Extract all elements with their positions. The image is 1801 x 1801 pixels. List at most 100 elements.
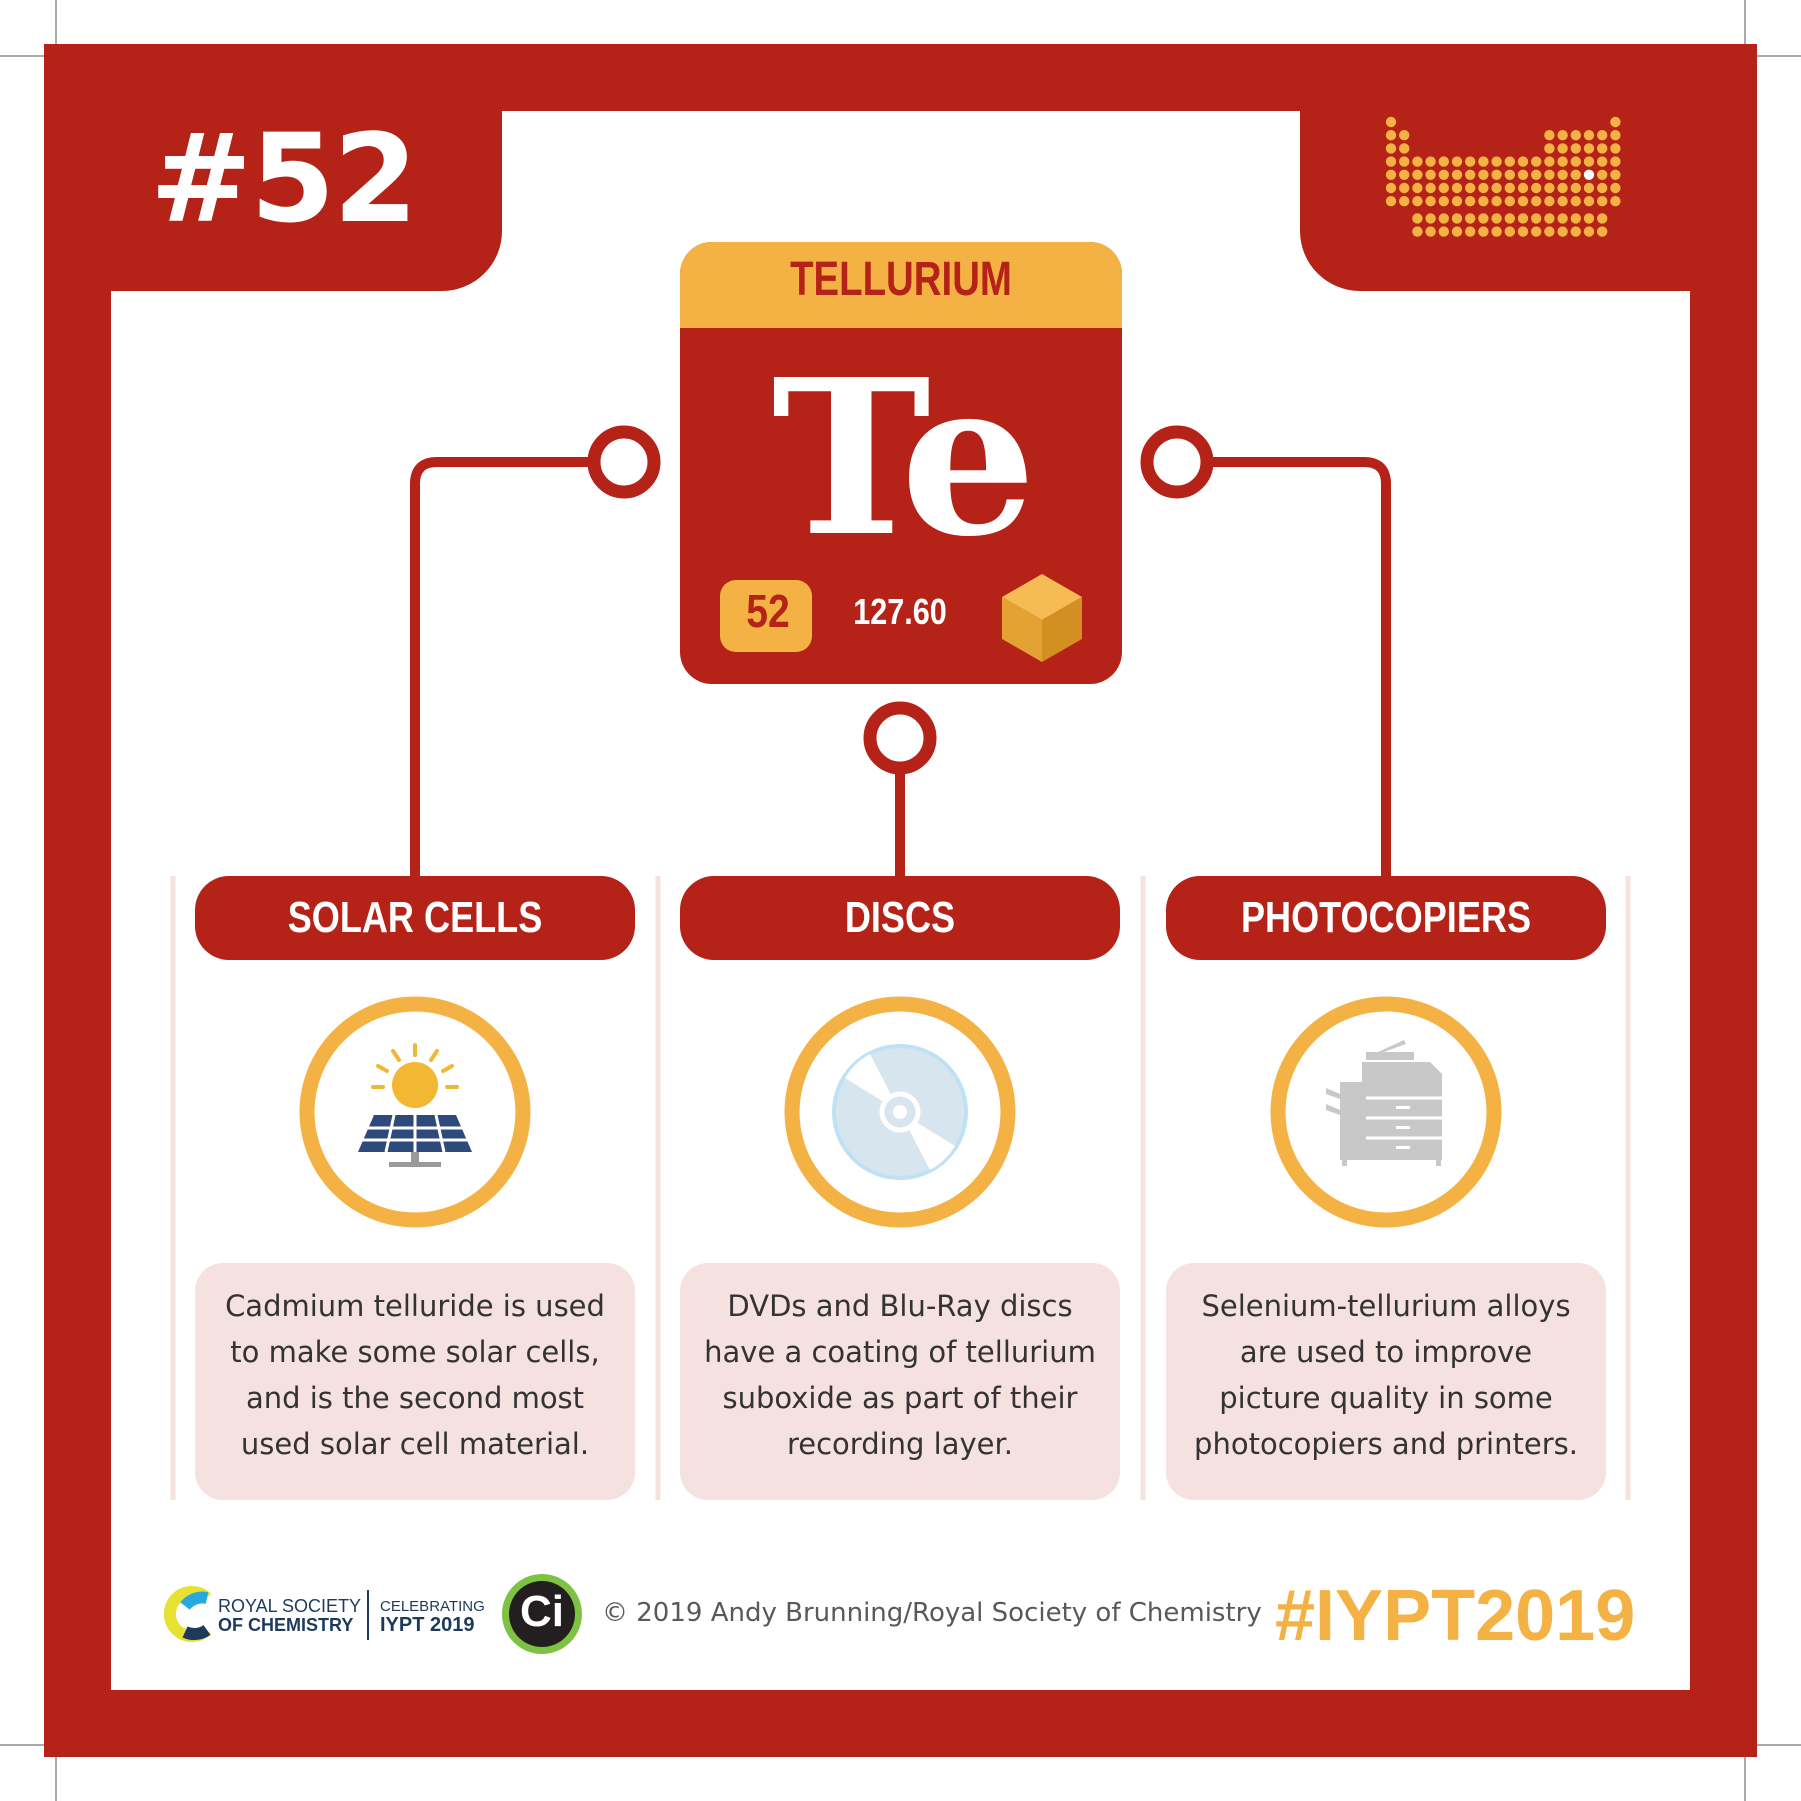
- periodic-table-dot: [1385, 169, 1397, 180]
- periodic-table-dot: [1517, 196, 1529, 207]
- periodic-table-dot: [1610, 116, 1621, 128]
- disc-icon: [832, 1044, 968, 1180]
- periodic-table-dot: [1544, 196, 1555, 207]
- periodic-table-dot: [1583, 182, 1595, 194]
- periodic-table-dot: [1557, 143, 1568, 154]
- periodic-table-dot: [1583, 196, 1595, 207]
- periodic-table-dot: [1517, 169, 1529, 180]
- periodic-table-dot: [1557, 226, 1568, 237]
- periodic-table-dot: [1583, 143, 1595, 154]
- celebrating-line1: CELEBRATING: [380, 1598, 485, 1615]
- solar-panel-icon: [358, 1043, 472, 1167]
- description-line: are used to improve: [1239, 1335, 1533, 1369]
- periodic-table-dot: [1504, 226, 1516, 237]
- periodic-table-dot: [1478, 213, 1489, 224]
- periodic-table-dot: [1610, 196, 1621, 207]
- periodic-table-dot: [1531, 213, 1542, 224]
- periodic-table-dot: [1610, 143, 1621, 154]
- periodic-table-dot: [1504, 213, 1516, 224]
- use-title-text: SOLAR CELLS: [287, 893, 543, 942]
- periodic-table-dot: [1478, 169, 1489, 180]
- periodic-table-dot: [1517, 182, 1529, 194]
- periodic-table-dot: [1465, 196, 1476, 207]
- periodic-table-dot: [1425, 213, 1436, 224]
- periodic-table-dot: [1385, 156, 1397, 167]
- periodic-table-dot: [1412, 156, 1423, 167]
- periodic-table-dot: [1465, 169, 1476, 180]
- periodic-table-dot: [1570, 169, 1582, 180]
- periodic-table-dot: [1557, 156, 1568, 167]
- periodic-table-dot: [1610, 169, 1621, 180]
- periodic-table-dot: [1412, 226, 1423, 237]
- periodic-table-dot: [1412, 182, 1423, 194]
- periodic-table-dot: [1597, 213, 1608, 224]
- description-line: used solar cell material.: [240, 1427, 590, 1461]
- periodic-table-dot: [1491, 156, 1502, 167]
- periodic-table-dot: [1557, 213, 1568, 224]
- periodic-table-dot: [1399, 156, 1410, 167]
- periodic-table-dot: [1425, 226, 1436, 237]
- periodic-table-dot: [1557, 169, 1568, 180]
- periodic-table-dot: [1610, 182, 1621, 194]
- periodic-table-icon: [1385, 116, 1621, 237]
- description-line: Cadmium telluride is used: [225, 1289, 605, 1323]
- ci-logo-text: Ci: [520, 1587, 564, 1636]
- periodic-table-dot: [1570, 130, 1582, 141]
- use-title-text: PHOTOCOPIERS: [1240, 893, 1532, 942]
- periodic-table-dot: [1544, 143, 1555, 154]
- element-tile: [680, 242, 1122, 684]
- periodic-table-dot: [1570, 143, 1582, 154]
- element-name-text: TELLURIUM: [790, 253, 1012, 306]
- periodic-table-dot: [1583, 226, 1595, 237]
- periodic-table-dot: [1583, 130, 1595, 141]
- periodic-table-dot: [1465, 156, 1476, 167]
- periodic-table-dot: [1570, 182, 1582, 194]
- description-line: suboxide as part of their: [722, 1381, 1078, 1415]
- periodic-table-dot: [1399, 182, 1410, 194]
- periodic-table-dot: [1399, 143, 1410, 154]
- periodic-table-dot: [1412, 169, 1423, 180]
- use-title-photocopiers: PHOTOCOPIERS: [1166, 896, 1606, 940]
- periodic-table-dot: [1597, 156, 1608, 167]
- cube-icon: [1002, 574, 1082, 662]
- periodic-table-dot: [1451, 196, 1463, 207]
- periodic-table-dot: [1597, 182, 1608, 194]
- periodic-table-dot: [1504, 169, 1516, 180]
- periodic-table-dot: [1597, 226, 1608, 237]
- description-line: to make some solar cells,: [230, 1335, 600, 1369]
- periodic-table-dot: [1557, 130, 1568, 141]
- hashtag: #IYPT2019: [1275, 1576, 1636, 1656]
- periodic-table-dot: [1438, 226, 1450, 237]
- periodic-table-dot: [1544, 182, 1555, 194]
- description-line: and is the second most: [245, 1381, 585, 1415]
- rsc-name-line1: ROYAL SOCIETY: [218, 1596, 362, 1616]
- connector-nodes: [587, 425, 1214, 775]
- periodic-table-dot: [1557, 196, 1568, 207]
- periodic-table-dot: [1517, 156, 1529, 167]
- periodic-table-dot: [1544, 213, 1555, 224]
- use-title-pills: [195, 876, 1606, 960]
- copyright-notice: © 2019 Andy Brunning/Royal Society of Ch…: [602, 1598, 1262, 1628]
- description-line: have a coating of tellurium: [704, 1335, 1096, 1369]
- periodic-table-dot: [1438, 182, 1450, 194]
- periodic-table-dot: [1451, 182, 1463, 194]
- periodic-table-dot: [1412, 196, 1423, 207]
- periodic-table-dot: [1583, 169, 1595, 180]
- periodic-table-dot: [1504, 196, 1516, 207]
- periodic-table-dot: [1557, 182, 1568, 194]
- periodic-table-dot: [1544, 169, 1555, 180]
- periodic-table-dot: [1610, 130, 1621, 141]
- periodic-table-dot: [1425, 169, 1436, 180]
- periodic-table-dot: [1438, 196, 1450, 207]
- periodic-table-dot: [1504, 156, 1516, 167]
- periodic-table-dot: [1544, 156, 1555, 167]
- periodic-table-dot: [1451, 226, 1463, 237]
- periodic-table-dot: [1517, 226, 1529, 237]
- periodic-table-dot: [1491, 182, 1502, 194]
- atomic-number-badge: [720, 580, 812, 652]
- periodic-table-dot: [1504, 182, 1516, 194]
- periodic-table-dot: [1583, 156, 1595, 167]
